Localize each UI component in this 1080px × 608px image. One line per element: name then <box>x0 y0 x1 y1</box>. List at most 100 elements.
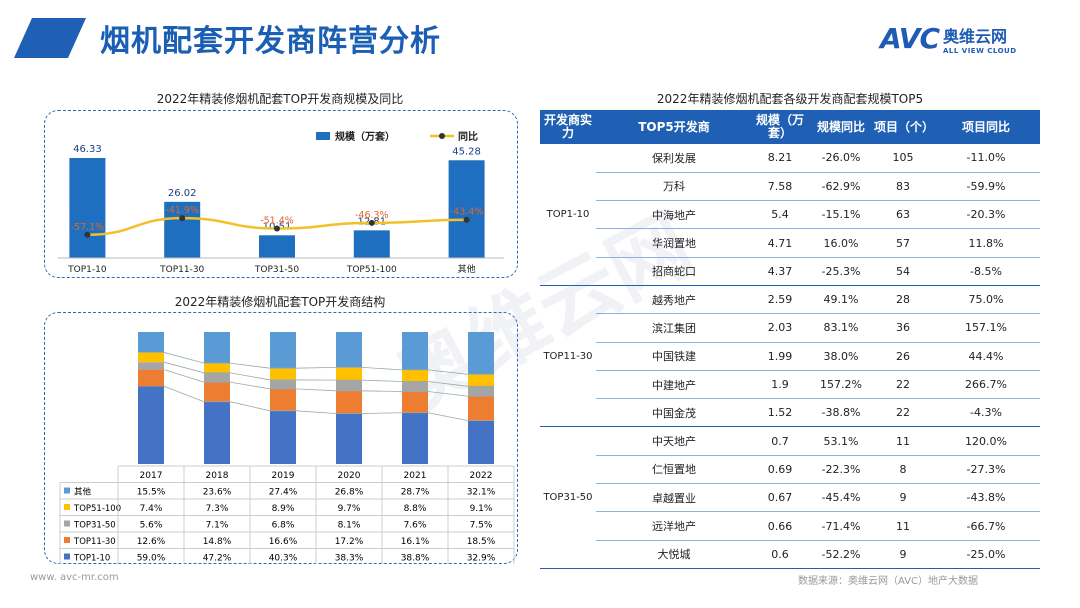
table-cell: 1.9 <box>752 370 808 400</box>
segment-TOP31-50-2019 <box>270 379 296 389</box>
table-cell: 22 <box>874 398 932 428</box>
segment-TOP51-100-2017 <box>138 352 164 363</box>
cell-value: 59.0% <box>137 554 166 564</box>
legend-swatch <box>64 520 70 527</box>
table-row: TOP31-50 中天地产 0.7 53.1% 11 120.0% <box>540 426 1040 569</box>
yoy-point <box>274 225 280 232</box>
segment-其他-2022 <box>468 332 494 375</box>
brand-logo: AVC 奥维云网 ALL VIEW CLOUD <box>880 22 1017 55</box>
cell-value: 8.1% <box>338 521 361 531</box>
table-cell: -38.8% <box>808 398 874 428</box>
segment-TOP11-30-2022 <box>468 396 494 421</box>
data-source: 数据来源：奥维云网（AVC）地产大数据 <box>798 576 979 587</box>
col-header: 规模同比 <box>808 110 874 144</box>
cell-value: 16.1% <box>401 537 430 547</box>
bar-TOP1-10 <box>69 158 106 258</box>
table-cell: 28 <box>874 285 932 315</box>
table-cell: -62.9% <box>808 172 874 202</box>
table-cell: 保利发展 <box>596 144 752 173</box>
table-cell: 1.52 <box>752 398 808 428</box>
table-cell: 57 <box>874 228 932 258</box>
yoy-label: -57.1% <box>71 222 105 233</box>
table-row: 滨江集团 2.03 83.1% 36 157.1% <box>540 313 1040 343</box>
segment-TOP31-50-2017 <box>138 362 164 370</box>
table-cell: -71.4% <box>808 511 874 541</box>
segment-其他-2020 <box>336 332 362 368</box>
col-header: 开发商实力 <box>540 110 596 144</box>
segment-TOP51-100-2020 <box>336 367 362 381</box>
cell-value: 28.7% <box>401 488 430 498</box>
segment-其他-2017 <box>138 332 164 353</box>
table-cell: 16.0% <box>808 228 874 258</box>
cell-value: 32.1% <box>467 488 496 498</box>
table-cell: 120.0% <box>932 426 1040 456</box>
bar-TOP51-100 <box>353 230 390 258</box>
cell-value: 7.4% <box>140 504 163 514</box>
table-cell: 卓越置业 <box>596 483 752 513</box>
cell-value: 27.4% <box>269 488 298 498</box>
segment-TOP1-10-2020 <box>336 413 362 464</box>
segment-TOP51-100-2018 <box>204 363 230 373</box>
cell-value: 6.8% <box>272 521 295 531</box>
table-cell: 38.0% <box>808 342 874 371</box>
segment-TOP51-100-2022 <box>468 374 494 387</box>
table-cell: 2.03 <box>752 313 808 343</box>
cell-value: 32.9% <box>467 554 496 564</box>
table-cell: -22.3% <box>808 455 874 485</box>
table-cell: 9 <box>874 540 932 569</box>
segment-TOP1-10-2017 <box>138 386 164 464</box>
title-decoration <box>14 18 86 58</box>
yoy-point <box>84 231 91 238</box>
table-cell: -27.3% <box>932 455 1040 485</box>
segment-其他-2021 <box>402 332 428 370</box>
x-tick: TOP11-30 <box>159 265 204 275</box>
group-label: TOP1-10 <box>540 144 596 286</box>
segment-TOP31-50-2020 <box>336 380 362 391</box>
segment-TOP11-30-2021 <box>402 391 428 413</box>
table-row: 招商蛇口 4.37 -25.3% 54 -8.5% <box>540 257 1040 286</box>
col-header: TOP5开发商 <box>596 110 752 144</box>
table-cell: -25.0% <box>932 540 1040 569</box>
cell-value: 14.8% <box>203 537 232 547</box>
table-cell: 0.6 <box>752 540 808 569</box>
cell-value: 23.6% <box>203 488 232 498</box>
yoy-point <box>368 219 375 226</box>
segment-TOP51-100-2019 <box>270 368 296 380</box>
table-cell: 中国金茂 <box>596 398 752 428</box>
segment-TOP1-10-2021 <box>402 412 428 464</box>
structure-chart: 2017 2018 2019 2020 2021 2022 其他 15.5% 23.6% 27.4… <box>59 332 515 564</box>
table-row: TOP11-30 越秀地产 2.59 49.1% 28 75.0% <box>540 285 1040 428</box>
table-row: TOP1-10 保利发展 8.21 -26.0% 105 -11.0% <box>540 144 1040 286</box>
table-cell: 63 <box>874 200 932 230</box>
bar-label: 45.28 <box>452 146 481 157</box>
chart1-frame <box>44 110 518 278</box>
table-cell: 8 <box>874 455 932 485</box>
segment-其他-2019 <box>270 332 296 369</box>
connector-line <box>163 385 494 422</box>
table-cell: 75.0% <box>932 285 1040 315</box>
bar-其他 <box>448 160 485 258</box>
legend-swatch <box>64 537 70 543</box>
table-cell: -43.8% <box>932 483 1040 513</box>
table-cell: 36 <box>874 313 932 343</box>
table-cell: 54 <box>874 257 932 286</box>
table-cell: 仁恒置地 <box>596 455 752 485</box>
table-cell: 22 <box>874 370 932 400</box>
segment-TOP1-10-2018 <box>204 401 230 464</box>
chart2-title: 2022年精装修烟机配套TOP开发商结构 <box>174 295 386 309</box>
series-label: TOP11-30 <box>73 537 116 547</box>
legend-line-dot <box>439 133 445 139</box>
logo-mark: AVC <box>880 22 940 55</box>
year-label: 2018 <box>206 471 229 481</box>
chart1-title: 2022年精装修烟机配套TOP开发商规模及同比 <box>156 92 404 106</box>
year-label: 2021 <box>404 471 427 481</box>
table-cell: 中海地产 <box>596 200 752 230</box>
table-cell: 83 <box>874 172 932 202</box>
cell-value: 7.3% <box>206 504 229 514</box>
col-header: 规模（万套） <box>752 110 808 144</box>
table-cell: 0.7 <box>752 426 808 456</box>
table-cell: 0.67 <box>752 483 808 513</box>
table-cell: 11 <box>874 426 932 456</box>
cell-value: 15.5% <box>137 488 166 498</box>
cell-value: 40.3% <box>269 554 298 564</box>
